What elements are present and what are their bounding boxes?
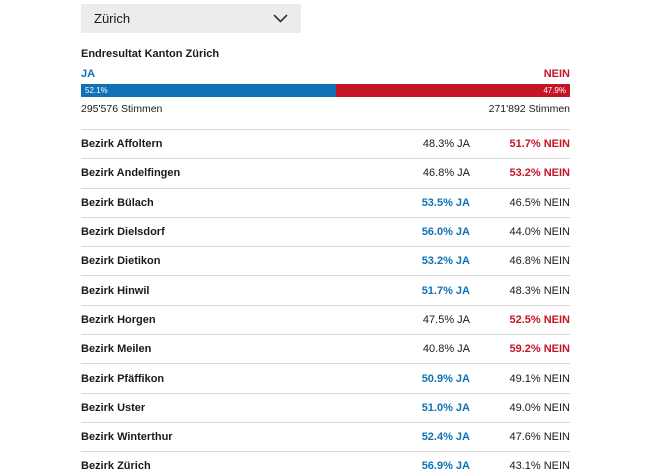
nein-label: NEIN (543, 68, 570, 80)
district-name: Bezirk Winterthur (81, 431, 173, 444)
table-row: Bezirk Dietikon 53.2% JA 46.8% NEIN (81, 247, 570, 277)
district-name: Bezirk Affoltern (81, 138, 163, 151)
district-ja-value: 51.7% JA (421, 284, 470, 297)
district-nein-value: 46.5% NEIN (509, 196, 570, 209)
nein-bar-percentage: 47.9% (543, 85, 566, 95)
table-row: Bezirk Winterthur 52.4% JA 47.6% NEIN (81, 423, 570, 453)
district-ja-value: 50.9% JA (421, 372, 470, 385)
district-table: Bezirk Affoltern 48.3% JA 51.7% NEIN Bez… (81, 129, 570, 469)
result-bar: 52.1% 47.9% (81, 84, 570, 97)
district-ja-value: 51.0% JA (421, 401, 470, 414)
district-ja-value: 52.4% JA (421, 431, 470, 444)
table-row: Bezirk Dielsdorf 56.0% JA 44.0% NEIN (81, 218, 570, 248)
chevron-down-icon (273, 14, 288, 23)
district-name: Bezirk Bülach (81, 196, 154, 209)
district-ja-value: 56.9% JA (421, 460, 470, 469)
district-ja-value: 48.3% JA (422, 138, 470, 151)
table-row: Bezirk Bülach 53.5% JA 46.5% NEIN (81, 189, 570, 218)
district-ja-value: 46.8% JA (422, 167, 470, 180)
district-name: Bezirk Zürich (81, 460, 151, 469)
district-ja-value: 56.0% JA (421, 226, 470, 239)
ja-bar-percentage: 52.1% (85, 85, 108, 95)
table-row: Bezirk Andelfingen 46.8% JA 53.2% NEIN (81, 159, 570, 189)
district-nein-value: 59.2% NEIN (509, 343, 570, 356)
district-ja-value: 53.2% JA (421, 255, 470, 268)
district-name: Bezirk Horgen (81, 313, 156, 326)
district-name: Bezirk Dietikon (81, 255, 161, 268)
district-nein-value: 43.1% NEIN (509, 460, 570, 469)
district-nein-value: 49.0% NEIN (509, 401, 570, 414)
district-nein-value: 52.5% NEIN (509, 313, 570, 326)
district-nein-value: 47.6% NEIN (509, 431, 570, 444)
ja-bar: 52.1% (81, 84, 336, 97)
district-name: Bezirk Hinwil (81, 284, 150, 297)
bar-labels: JA NEIN (81, 68, 570, 80)
district-ja-value: 40.8% JA (422, 343, 470, 356)
result-title: Endresultat Kanton Zürich (81, 48, 220, 60)
district-nein-value: 53.2% NEIN (509, 167, 570, 180)
district-ja-value: 53.5% JA (421, 196, 470, 209)
canton-dropdown[interactable]: Zürich (81, 4, 301, 33)
table-row: Bezirk Pfäffikon 50.9% JA 49.1% NEIN (81, 364, 570, 394)
table-row: Bezirk Hinwil 51.7% JA 48.3% NEIN (81, 276, 570, 306)
nein-bar: 47.9% (335, 84, 570, 97)
nein-votes-count: 271'892 Stimmen (488, 103, 570, 115)
district-nein-value: 51.7% NEIN (509, 138, 570, 151)
district-nein-value: 46.8% NEIN (509, 255, 570, 268)
table-row: Bezirk Horgen 47.5% JA 52.5% NEIN (81, 306, 570, 336)
ja-votes-count: 295'576 Stimmen (81, 103, 163, 115)
results-content: Zürich Endresultat Kanton Zürich JA NEIN… (81, 0, 570, 469)
district-nein-value: 48.3% NEIN (509, 284, 570, 297)
votes-row: 295'576 Stimmen 271'892 Stimmen (81, 103, 570, 115)
district-nein-value: 44.0% NEIN (509, 226, 570, 239)
ja-label: JA (81, 68, 96, 80)
district-name: Bezirk Uster (81, 401, 146, 414)
table-row: Bezirk Meilen 40.8% JA 59.2% NEIN (81, 335, 570, 365)
table-row: Bezirk Affoltern 48.3% JA 51.7% NEIN (81, 130, 570, 160)
district-nein-value: 49.1% NEIN (509, 372, 570, 385)
table-row: Bezirk Uster 51.0% JA 49.0% NEIN (81, 394, 570, 423)
table-row: Bezirk Zürich 56.9% JA 43.1% NEIN (81, 452, 570, 469)
district-name: Bezirk Andelfingen (81, 167, 181, 180)
district-name: Bezirk Pfäffikon (81, 372, 165, 385)
canton-dropdown-value: Zürich (94, 11, 131, 26)
district-name: Bezirk Meilen (81, 343, 152, 356)
district-name: Bezirk Dielsdorf (81, 226, 165, 239)
district-ja-value: 47.5% JA (422, 313, 470, 326)
